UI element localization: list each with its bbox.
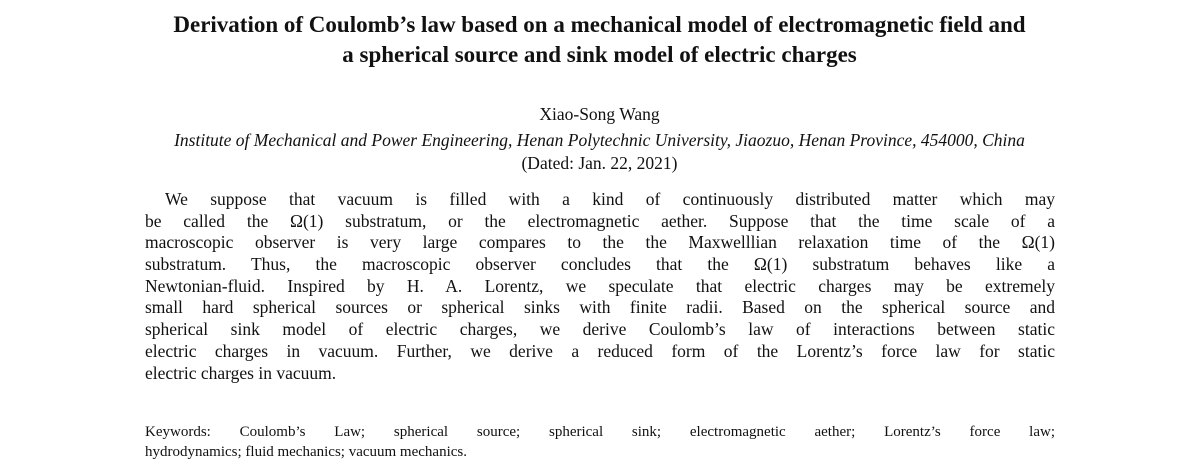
keywords-line: hydrodynamics; fluid mechanics; vacuum m… [145, 444, 467, 460]
affiliation: Institute of Mechanical and Power Engine… [174, 130, 1025, 150]
abstract-line: spherical sink model of electric charges… [145, 319, 1055, 340]
dated: (Dated: Jan. 22, 2021) [521, 153, 678, 173]
keywords: Keywords: Coulomb’s Law; spherical sourc… [145, 422, 1055, 462]
paper-title-line-2: a spherical source and sink model of ele… [342, 42, 857, 67]
abstract-line: be called the Ω(1) substratum, or the el… [145, 210, 1055, 231]
author: Xiao-Song Wang [539, 104, 660, 124]
abstract-line: electric charges in vacuum. Further, we … [145, 340, 1055, 361]
abstract-line: electric charges in vacuum. [145, 362, 337, 383]
abstract-line: small hard spherical sources or spherica… [145, 297, 1055, 318]
keywords-line: Keywords: Coulomb’s Law; spherical sourc… [145, 424, 1055, 440]
paper-title-line-1: Derivation of Coulomb’s law based on a m… [173, 12, 1026, 37]
abstract: We suppose that vacuum is filled with a … [145, 189, 1055, 384]
abstract-line: substratum. Thus, the macroscopic observ… [145, 254, 1055, 275]
abstract-line: macroscopic observer is very large compa… [145, 232, 1055, 253]
abstract-line: Newtonian-fluid. Inspired by H. A. Loren… [145, 275, 1055, 296]
abstract-line: We suppose that vacuum is filled with a … [165, 189, 1055, 209]
